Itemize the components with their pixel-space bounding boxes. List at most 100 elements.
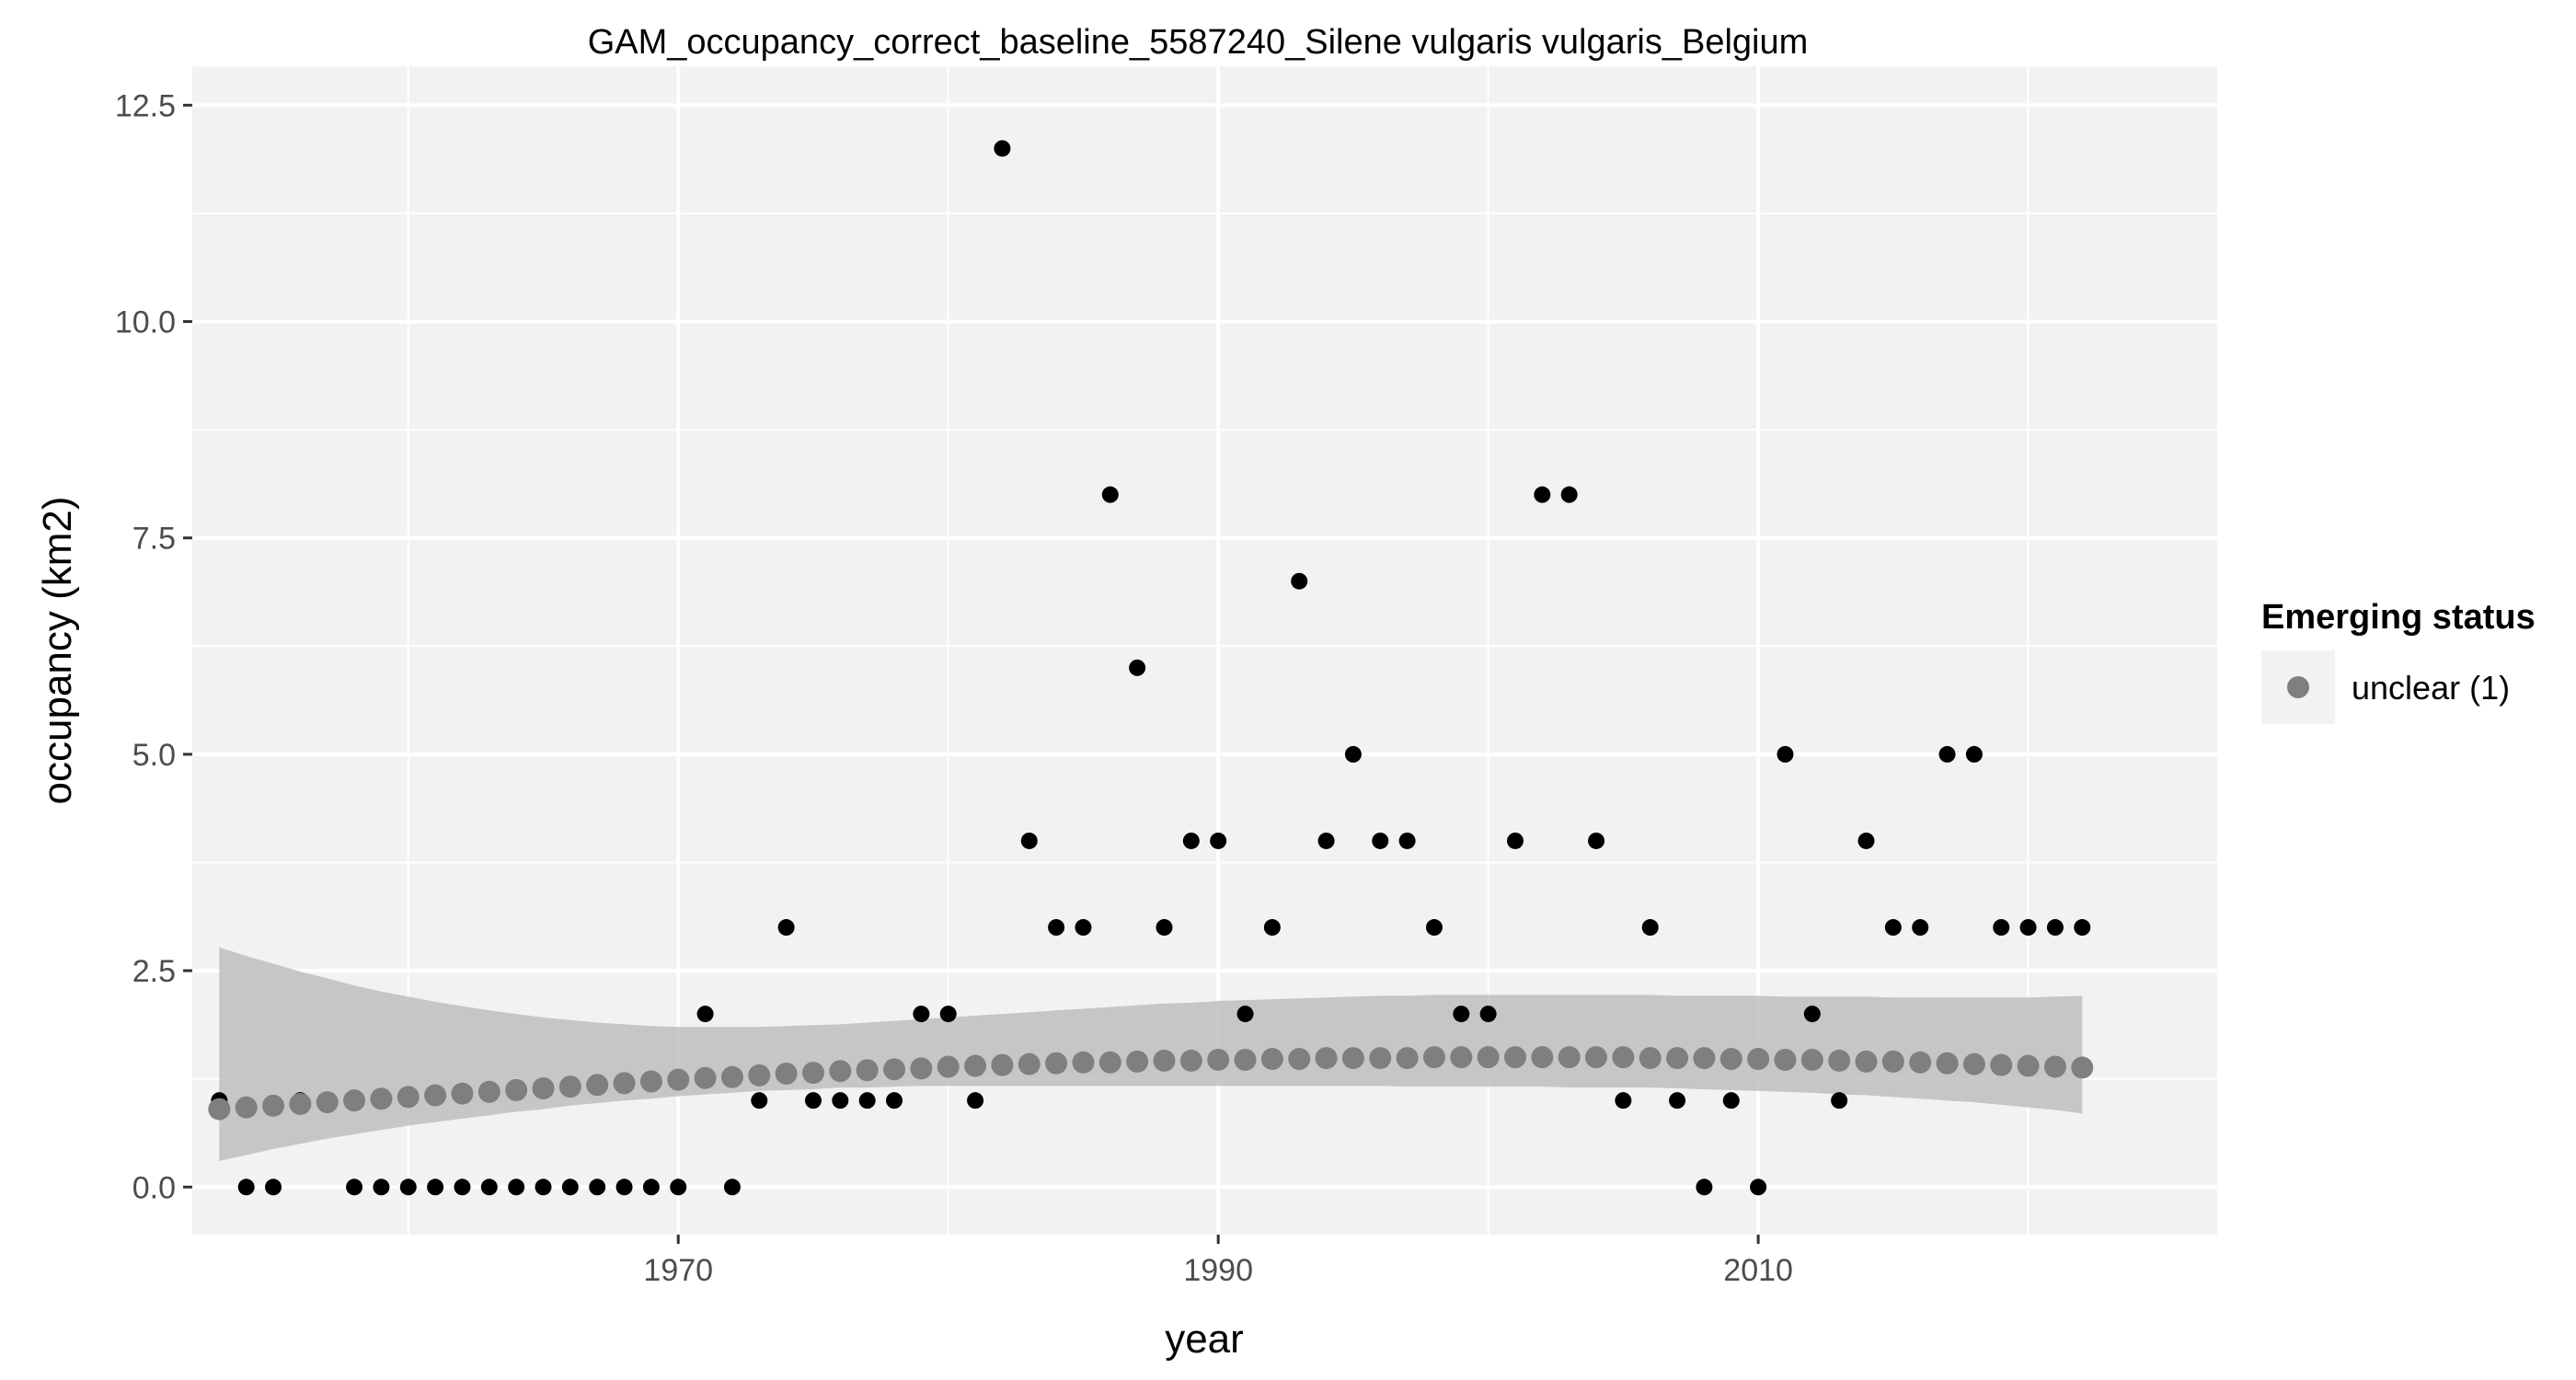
observed-point bbox=[642, 1179, 660, 1196]
x-tick-label: 1990 bbox=[1183, 1253, 1253, 1288]
fitted-point bbox=[1747, 1048, 1770, 1071]
fitted-point bbox=[1450, 1046, 1473, 1069]
legend-label-unclear: unclear (1) bbox=[2352, 669, 2510, 707]
fitted-point bbox=[235, 1096, 258, 1119]
observed-point bbox=[1777, 745, 1794, 763]
fitted-point bbox=[1260, 1048, 1283, 1071]
observed-point bbox=[670, 1179, 687, 1196]
fitted-point bbox=[720, 1065, 743, 1088]
observed-point bbox=[723, 1179, 741, 1196]
observed-point bbox=[1425, 919, 1443, 937]
observed-point bbox=[832, 1092, 849, 1110]
observed-point bbox=[1560, 486, 1578, 503]
observed-point bbox=[1263, 919, 1281, 937]
observed-point bbox=[1479, 1006, 1497, 1023]
observed-point bbox=[1210, 832, 1227, 849]
observed-point bbox=[913, 1006, 930, 1023]
fitted-point bbox=[1126, 1050, 1149, 1073]
fitted-point bbox=[1719, 1048, 1742, 1071]
fitted-point bbox=[1612, 1046, 1635, 1069]
observed-point bbox=[1048, 919, 1065, 937]
fitted-point bbox=[424, 1084, 447, 1107]
fitted-point bbox=[1828, 1049, 1851, 1072]
fitted-point bbox=[1800, 1048, 1823, 1071]
fitted-point bbox=[2071, 1056, 2094, 1079]
fitted-point bbox=[558, 1075, 581, 1098]
fitted-point bbox=[639, 1070, 662, 1093]
observed-point bbox=[1696, 1179, 1713, 1196]
observed-point bbox=[454, 1179, 471, 1196]
x-axis-title: year bbox=[1165, 1317, 1244, 1362]
observed-point bbox=[535, 1179, 552, 1196]
observed-point bbox=[1722, 1092, 1740, 1110]
observed-point bbox=[1884, 919, 1902, 937]
observed-point bbox=[1993, 919, 2010, 937]
y-tick-label: 7.5 bbox=[132, 522, 176, 557]
legend: Emerging status unclear (1) bbox=[2261, 598, 2536, 724]
fitted-point bbox=[2043, 1055, 2066, 1078]
observed-point bbox=[561, 1179, 579, 1196]
fitted-point bbox=[1018, 1052, 1041, 1075]
axes: 0.0 2.5 5.0 7.5 10.0 12.5 1970 1990 2010 bbox=[115, 88, 1793, 1288]
observed-point bbox=[1372, 832, 1389, 849]
observed-point bbox=[1641, 919, 1659, 937]
fitted-point bbox=[1855, 1050, 1878, 1073]
fitted-point bbox=[1666, 1047, 1689, 1070]
observed-point bbox=[1236, 1006, 1254, 1023]
observed-point bbox=[1156, 919, 1173, 937]
y-axis-title: occupancy (km2) bbox=[35, 496, 80, 804]
fitted-point bbox=[1531, 1046, 1554, 1069]
observed-point bbox=[886, 1092, 903, 1110]
fitted-point bbox=[1153, 1049, 1176, 1072]
fitted-point bbox=[2017, 1054, 2040, 1077]
observed-point bbox=[265, 1179, 282, 1196]
observed-point bbox=[508, 1179, 525, 1196]
x-tick-label: 1970 bbox=[643, 1253, 713, 1288]
observed-point bbox=[1317, 832, 1335, 849]
fitted-point bbox=[1045, 1052, 1068, 1075]
legend-dot-unclear bbox=[2287, 676, 2309, 698]
fitted-point bbox=[1639, 1047, 1662, 1070]
observed-point bbox=[1938, 745, 1956, 763]
observed-point bbox=[696, 1006, 714, 1023]
observed-point bbox=[939, 1006, 957, 1023]
observed-point bbox=[1669, 1092, 1686, 1110]
observed-point bbox=[1344, 745, 1362, 763]
fitted-point bbox=[1369, 1047, 1392, 1070]
fitted-point bbox=[1909, 1051, 1932, 1074]
fitted-point bbox=[343, 1089, 366, 1112]
fitted-point bbox=[1962, 1052, 1985, 1075]
y-tick-label: 0.0 bbox=[132, 1170, 176, 1205]
observed-point bbox=[1534, 486, 1551, 503]
fitted-point bbox=[477, 1080, 500, 1103]
fitted-point bbox=[397, 1086, 420, 1109]
observed-point bbox=[1857, 832, 1875, 849]
fitted-points-layer bbox=[208, 1046, 2094, 1121]
fitted-point bbox=[1936, 1052, 1959, 1075]
y-tick-label: 10.0 bbox=[115, 305, 176, 340]
observed-point bbox=[1750, 1179, 1767, 1196]
fitted-point bbox=[910, 1057, 933, 1080]
fitted-point bbox=[748, 1064, 771, 1087]
fitted-point bbox=[667, 1068, 690, 1091]
fitted-point bbox=[1207, 1048, 1230, 1071]
fitted-point bbox=[1098, 1051, 1121, 1074]
observed-point bbox=[427, 1179, 444, 1196]
fitted-point bbox=[1072, 1051, 1095, 1074]
observed-point bbox=[777, 919, 795, 937]
observed-point bbox=[804, 1092, 822, 1110]
y-tick-label: 12.5 bbox=[115, 88, 176, 123]
observed-point bbox=[967, 1092, 984, 1110]
observed-point bbox=[589, 1179, 606, 1196]
fitted-point bbox=[532, 1077, 555, 1100]
fitted-point bbox=[775, 1063, 798, 1086]
fitted-point bbox=[1288, 1048, 1311, 1071]
observed-point bbox=[2019, 919, 2037, 937]
observed-point bbox=[1291, 572, 1308, 590]
observed-point bbox=[1506, 832, 1524, 849]
observed-point bbox=[1615, 1092, 1632, 1110]
fitted-point bbox=[316, 1091, 339, 1114]
observed-point bbox=[237, 1179, 255, 1196]
fitted-point bbox=[1234, 1048, 1257, 1071]
